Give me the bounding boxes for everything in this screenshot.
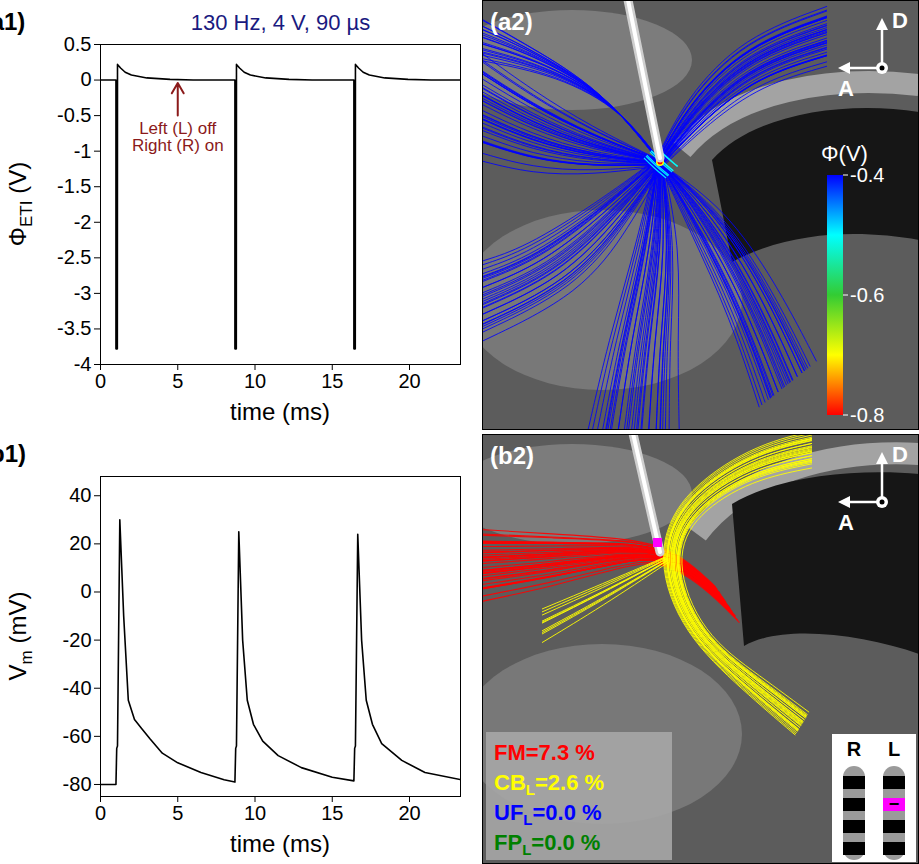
svg-text:5: 5 [172,370,183,392]
svg-text:0.5: 0.5 [64,33,92,55]
svg-text:A: A [838,76,854,101]
svg-text:-3.5: -3.5 [57,317,91,339]
svg-text:-20: -20 [63,629,92,651]
svg-text:FPL=0.0 %: FPL=0.0 % [494,830,600,858]
svg-text:20: 20 [69,532,91,554]
svg-text:UFL=0.0 %: UFL=0.0 % [494,800,602,828]
svg-text:-0.6: -0.6 [850,284,884,306]
svg-text:-4: -4 [74,353,92,375]
svg-text:A: A [838,510,854,535]
svg-text:ΦETI (V): ΦETI (V) [4,162,36,246]
svg-text:10: 10 [244,802,266,824]
svg-text:20: 20 [398,802,420,824]
svg-text:-2: -2 [74,211,92,233]
svg-text:(a2): (a2) [490,8,533,35]
svg-text:-0.5: -0.5 [57,104,91,126]
svg-text:(b2): (b2) [490,442,534,469]
svg-text:−: − [889,794,900,814]
svg-text:0: 0 [95,802,106,824]
svg-text:0: 0 [80,68,91,90]
svg-text:15: 15 [321,370,343,392]
svg-text:10: 10 [244,370,266,392]
svg-text:20: 20 [398,370,420,392]
svg-text:40: 40 [69,484,91,506]
svg-text:L: L [888,738,900,760]
svg-text:Φ(V): Φ(V) [821,141,868,166]
svg-text:5: 5 [172,802,183,824]
svg-text:D: D [892,442,908,467]
svg-text:time (ms): time (ms) [230,398,330,425]
svg-text:-60: -60 [63,725,92,747]
svg-text:-80: -80 [63,773,92,795]
svg-text:-40: -40 [63,677,92,699]
svg-text:0: 0 [80,580,91,602]
svg-text:0: 0 [95,370,106,392]
svg-text:-0.8: -0.8 [850,404,884,426]
svg-text:-1: -1 [74,140,92,162]
svg-text:-0.4: -0.4 [850,164,884,186]
svg-text:130 Hz, 4 V, 90 µs: 130 Hz, 4 V, 90 µs [191,10,370,35]
svg-text:15: 15 [321,802,343,824]
svg-text:(b1): (b1) [0,440,26,467]
svg-text:-2.5: -2.5 [57,246,91,268]
svg-text:D: D [892,8,908,33]
svg-text:-1.5: -1.5 [57,175,91,197]
svg-text:-3: -3 [74,282,92,304]
svg-text:time (ms): time (ms) [230,830,330,857]
svg-text:Left (L) offRight (R) on: Left (L) offRight (R) on [132,119,224,155]
svg-text:(a1): (a1) [0,8,25,35]
svg-text:FM=7.3 %: FM=7.3 % [494,740,595,765]
svg-text:Vm (mV): Vm (mV) [4,592,36,681]
svg-text:CBL=2.6 %: CBL=2.6 % [494,770,604,798]
svg-text:R: R [847,738,862,760]
